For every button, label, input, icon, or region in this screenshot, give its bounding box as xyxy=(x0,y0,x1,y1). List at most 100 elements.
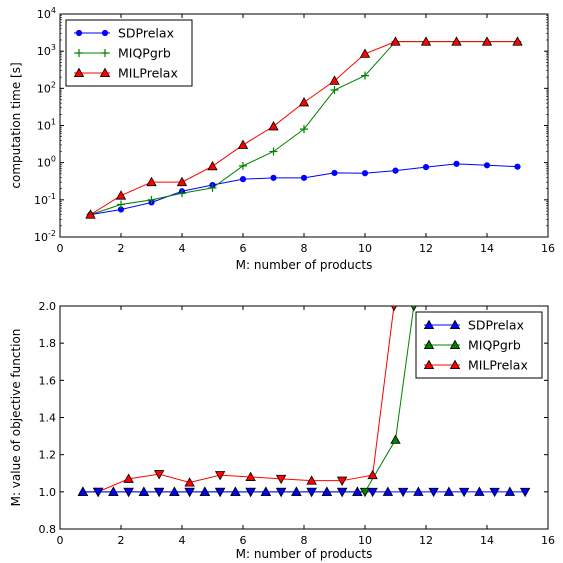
data-point-miqpgrb xyxy=(330,86,339,95)
y-axis-ticks: 10-2 10-1 100 101 102 103 104 xyxy=(34,6,548,244)
data-point-milprelax xyxy=(207,160,218,171)
data-point-sdprelax xyxy=(230,486,241,496)
y-tick-label: 103 xyxy=(37,43,56,58)
legend-marker xyxy=(423,359,435,370)
y-tick-label: 0.8 xyxy=(39,523,57,536)
x-axis-label: M: number of products xyxy=(236,258,373,272)
y-tick-label: 1.4 xyxy=(39,412,57,425)
data-point-miqpgrb xyxy=(117,200,125,209)
data-point-milprelax xyxy=(146,176,157,187)
y-tick-label: 101 xyxy=(37,118,56,133)
y-axis-label: computation time [s] xyxy=(9,62,23,188)
data-point-miqpgrb xyxy=(300,125,308,134)
legend-label: MILPrelax xyxy=(118,66,178,81)
x-tick-label: 16 xyxy=(541,534,555,547)
data-point-milprelax xyxy=(268,121,279,131)
data-point-sdprelax xyxy=(453,160,460,167)
data-point-milprelax xyxy=(512,36,523,46)
data-point-miqpgrb xyxy=(239,161,247,170)
data-point-sdprelax xyxy=(397,487,409,498)
legend-marker xyxy=(449,339,461,350)
legend-marker xyxy=(449,359,461,370)
y-tick-label: 2.0 xyxy=(39,300,57,313)
x-tick-label: 2 xyxy=(118,534,125,547)
x-tick-label: 2 xyxy=(118,242,125,255)
data-point-sdprelax xyxy=(519,487,531,498)
y-axis-label: M: value of objective function xyxy=(9,329,23,507)
data-point-miqpgrb xyxy=(269,147,278,156)
data-point-milprelax xyxy=(336,476,348,487)
x-tick-label: 14 xyxy=(480,242,494,255)
data-point-sdprelax xyxy=(483,162,491,169)
data-point-sdprelax xyxy=(260,486,272,496)
data-point-miqpgrb xyxy=(359,487,371,498)
series-line-miqpgrb xyxy=(82,306,415,493)
data-point-sdprelax xyxy=(413,486,424,496)
data-point-sdprelax xyxy=(458,487,470,498)
legend-marker xyxy=(75,29,83,37)
x-tick-label: 8 xyxy=(301,534,308,547)
legend-label: MIQPgrb xyxy=(468,338,521,353)
data-point-sdprelax xyxy=(392,167,399,174)
x-tick-label: 10 xyxy=(358,242,372,255)
data-point-sdprelax xyxy=(443,486,455,496)
legend-marker xyxy=(73,67,85,77)
data-point-milprelax xyxy=(367,469,378,480)
data-point-miqpgrb xyxy=(178,189,186,198)
data-point-sdprelax xyxy=(275,487,287,498)
data-point-sdprelax xyxy=(361,170,369,177)
data-point-miqpgrb xyxy=(147,195,156,204)
data-point-milprelax xyxy=(420,36,432,46)
data-point-sdprelax xyxy=(270,174,277,181)
x-tick-label: 8 xyxy=(301,242,308,255)
legend: SDPrelax MIQPgrb MILPrelax xyxy=(65,19,193,87)
data-point-sdprelax xyxy=(138,486,150,496)
data-point-milprelax xyxy=(245,471,256,481)
x-tick-label: 6 xyxy=(240,242,247,255)
y-axis-ticks: 0.8 1.0 1.2 1.4 1.6 1.8 2.0 xyxy=(39,300,548,536)
data-point-milprelax xyxy=(390,36,401,46)
x-axis-ticks: 0 2 4 6 8 10 12 14 16 xyxy=(57,306,555,547)
series-line-sdprelax xyxy=(90,163,518,216)
chart-objective-value: 0 2 4 6 8 10 12 14 16 0.8 1.0 1.2 1.4 1.6 1.8 2.0 M: n… xyxy=(9,300,555,561)
y-tick-label: 1.2 xyxy=(39,449,57,462)
legend-label: MILPrelax xyxy=(468,358,528,373)
data-point-milprelax xyxy=(214,471,226,481)
data-point-milprelax xyxy=(115,190,127,200)
data-point-milprelax xyxy=(451,36,462,46)
y-tick-label: 104 xyxy=(37,6,56,21)
data-point-sdprelax xyxy=(321,486,333,496)
series-line-milprelax xyxy=(82,306,395,493)
data-point-sdprelax xyxy=(239,176,247,183)
legend-label: SDPrelax xyxy=(468,318,524,333)
data-point-milprelax xyxy=(123,473,134,483)
data-point-sdprelax xyxy=(291,486,302,496)
data-point-milprelax xyxy=(237,139,249,149)
legend-marker xyxy=(101,49,109,57)
y-tick-label: 10-2 xyxy=(34,229,56,244)
data-point-milprelax xyxy=(184,477,195,487)
data-point-milprelax xyxy=(329,75,340,85)
data-point-sdprelax xyxy=(184,487,195,498)
x-axis-ticks: 0 2 4 6 8 10 12 14 16 xyxy=(57,14,555,255)
data-point-sdprelax xyxy=(199,486,211,496)
data-point-sdprelax xyxy=(514,163,521,170)
legend-marker xyxy=(75,49,83,57)
y-tick-label: 1.8 xyxy=(39,337,57,350)
y-tick-label: 10-1 xyxy=(34,192,56,207)
data-point-milprelax xyxy=(275,474,287,485)
data-point-milprelax xyxy=(298,97,310,107)
data-point-milprelax xyxy=(481,36,493,46)
legend-marker xyxy=(423,319,435,330)
data-point-milprelax xyxy=(176,176,188,187)
chart-computation-time: 0 2 4 6 8 10 12 14 16 10-2 10-1 100 101 102 103 104 M:… xyxy=(9,6,555,272)
data-point-sdprelax xyxy=(214,487,226,498)
data-point-sdprelax xyxy=(108,486,119,496)
data-point-sdprelax xyxy=(92,487,104,498)
data-point-sdprelax xyxy=(123,487,134,498)
y-tick-label: 102 xyxy=(37,80,56,95)
data-point-miqpgrb xyxy=(390,434,401,444)
data-point-sdprelax xyxy=(367,487,378,498)
data-point-sdprelax xyxy=(331,169,338,177)
